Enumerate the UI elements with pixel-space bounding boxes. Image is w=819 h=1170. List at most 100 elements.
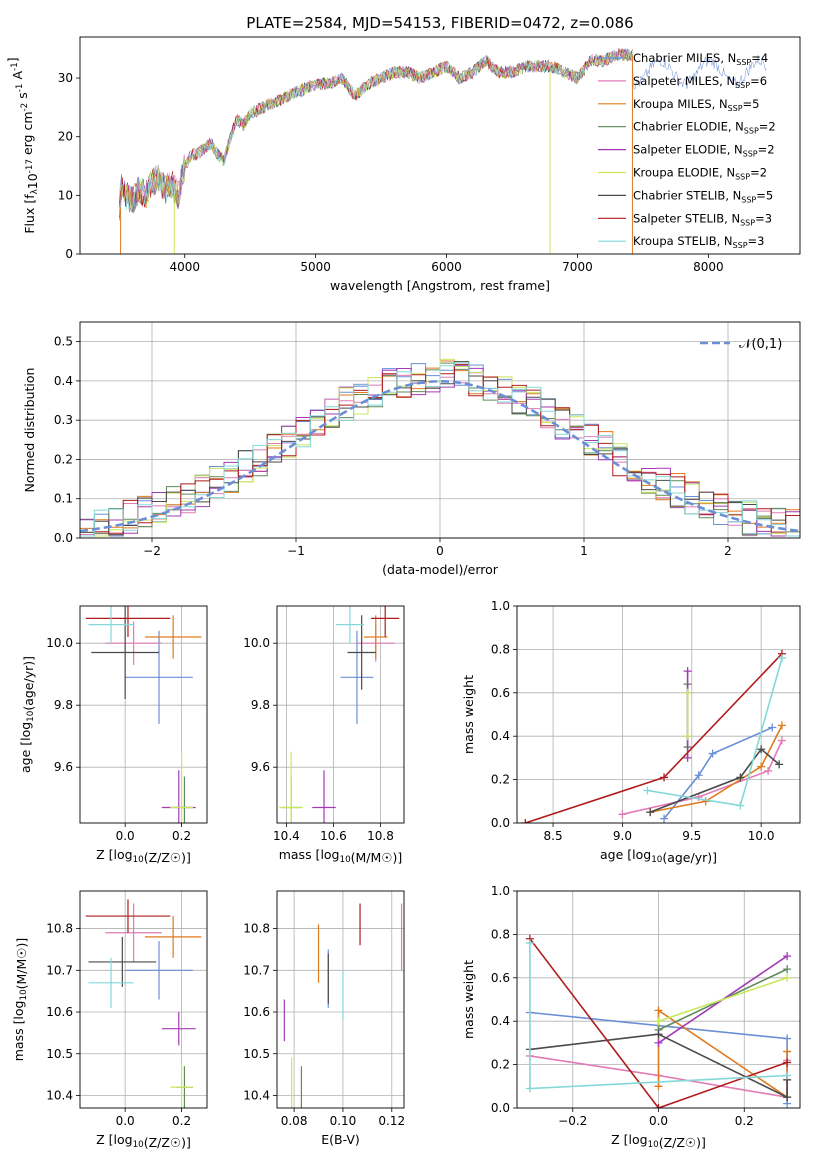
weight-line-5 [658,977,788,1022]
normal-curve [80,379,800,533]
x-axis-label: mass [log10(M/M☉)] [279,847,403,865]
weight-marker-6 [775,760,784,769]
tick-label-y: 10.6 [243,1005,270,1019]
tick-label-y: 0.4 [491,729,510,743]
weight-marker-5 [654,1017,663,1026]
plot-area-spectrum [119,48,767,254]
tick-label-y: 0.4 [491,1014,510,1028]
tick-label-x: 0.2 [172,829,191,843]
tick-label-x: 4000 [169,260,200,274]
weight-marker-8 [736,801,745,810]
weight-marker-0 [694,771,703,780]
y-axis-label: mass weight [461,960,476,1039]
weight-marker-6 [654,1030,663,1039]
weight-marker-4 [683,667,692,676]
weight-marker-2 [654,1006,663,1015]
hist-step-8 [80,362,800,537]
plot-area-age_vs_mass [279,606,400,823]
x-axis-label: age [log10(age/yr)] [600,847,717,865]
legend-label-8: Kroupa STELIB, NSSP=3 [633,234,764,250]
x-axis-label: E(B-V) [321,1132,360,1147]
tick-label-x: 0 [436,544,444,558]
weight-marker-4 [683,753,692,762]
axes-frame [276,890,405,1109]
weight-line-6 [649,748,780,813]
tick-label-y: 0.0 [491,1101,510,1115]
legend-label-5: Kroupa ELODIE, NSSP=2 [633,166,767,182]
legend-label-1: Salpeter MILES, NSSP=6 [633,74,767,90]
spectrum-line-8 [119,48,633,212]
tick-label-y: 0.4 [54,374,73,388]
panel-mass_vs_Z: 0.0 0.2 10.4 10.5 10.6 10.7 10.8 Z [log10(Z/Z☉)… [11,890,208,1150]
weight-marker-5 [683,688,692,697]
legend-label-normal: 𝒩(0,1) [739,337,782,352]
axes-frame [79,605,208,824]
panel-spectrum: 4000 5000 6000 7000 8000 0 10 20 30 wavelength [A… [5,36,801,293]
tick-label-y: 0.2 [491,1058,510,1072]
y-axis-label: mass [log10(M/M☉)] [11,938,29,1062]
weight-marker-0 [768,723,777,732]
tick-label-y: 10.5 [46,1047,73,1061]
tick-label-x: 9.5 [682,829,701,843]
tick-label-x: 9.0 [613,829,632,843]
weight-marker-7 [521,819,530,823]
axes-frame [516,605,801,824]
weight-marker-0 [660,814,669,823]
tick-label-x: 8000 [693,260,724,274]
panel-weight_vs_age: 8.5 9.0 9.5 10.0 0.0 0.2 0.4 0.6 0.8 1.0 age [log1… [461,599,801,865]
spectrum-line-4 [119,48,633,218]
legend-label-3: Chabrier ELODIE, NSSP=2 [633,120,776,136]
tick-label-y: 0.8 [491,642,510,656]
spectrum-line-7 [119,48,633,213]
weight-marker-2 [777,721,786,730]
axes-frame [516,890,801,1109]
weight-marker-2 [783,1047,792,1056]
weight-marker-6 [783,1093,792,1102]
x-axis-label: Z [log10(Z/Z☉)] [96,847,191,865]
legend-label-2: Kroupa MILES, NSSP=5 [633,97,759,113]
weight-marker-2 [654,1082,663,1091]
weight-marker-2 [701,797,710,806]
panel-age_vs_mass: 10.4 10.6 10.8 9.6 9.8 10.0 mass [log10(M/M☉)] [243,605,405,865]
weight-line-2 [657,1008,788,1099]
spectrum-line-2 [119,48,633,209]
tick-label-y: 10.5 [243,1047,270,1061]
weight-marker-7 [783,1058,792,1067]
weight-marker-8 [783,1071,792,1080]
weight-line-8 [647,657,783,807]
weight-marker-6 [736,773,745,782]
tick-label-y: 10.0 [46,636,73,650]
weight-line-6 [529,1033,788,1099]
weight-marker-6 [757,745,766,754]
panel-mass_vs_ebv: 0.08 0.10 0.12 10.4 10.5 10.6 10.7 10.8 E(B-V) [243,890,405,1147]
spectrum-line-1 [119,48,633,208]
tick-label-y: 20 [58,130,73,144]
weight-marker-0 [783,1034,792,1043]
legend-label-6: Chabrier STELIB, NSSP=5 [633,188,773,204]
tick-label-y: 0.6 [491,686,510,700]
plot-area-age_vs_Z [85,606,202,823]
tick-label-x: 6000 [431,260,462,274]
axes-frame [79,36,801,255]
weight-marker-8 [777,654,786,663]
tick-label-x: 0.2 [735,1114,754,1128]
weight-marker-0 [708,749,717,758]
weight-marker-3 [783,965,792,974]
tick-label-x: −0.2 [558,1114,587,1128]
tick-label-y: 1.0 [491,884,510,898]
tick-label-y: 9.6 [54,760,73,774]
figure-title: PLATE=2584, MJD=54153, FIBERID=0472, z=0… [246,14,633,32]
tick-label-x: 0.0 [116,829,135,843]
y-axis-label: mass weight [461,675,476,754]
tick-label-x: 8.5 [544,829,563,843]
weight-marker-7 [654,1104,663,1108]
tick-label-x: 0.0 [116,1114,135,1128]
tick-label-x: 0.08 [281,1114,308,1128]
axes-frame [79,321,801,539]
tick-label-x: 1 [580,544,588,558]
weight-marker-8 [643,786,652,795]
axes-frame [276,605,405,824]
tick-label-y: 10.8 [243,922,270,936]
tick-label-y: 0.5 [54,335,73,349]
